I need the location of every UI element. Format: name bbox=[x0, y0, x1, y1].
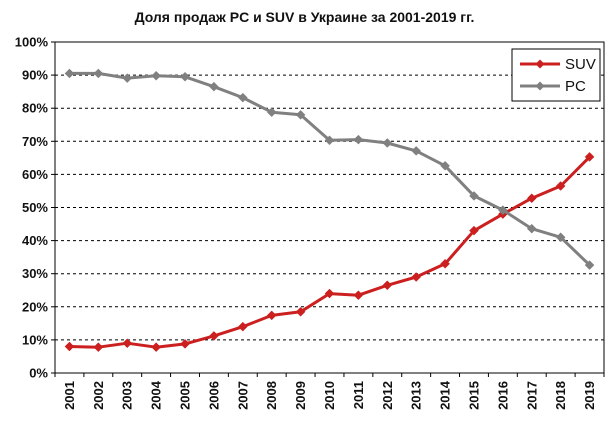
x-tick-label: 2004 bbox=[149, 380, 164, 410]
x-tick-label: 2011 bbox=[351, 381, 366, 409]
y-tick-label: 80% bbox=[22, 101, 48, 116]
x-tick-label: 2014 bbox=[438, 380, 453, 410]
data-point-suv bbox=[64, 341, 75, 352]
data-point-pc bbox=[122, 73, 133, 83]
y-tick-label: 90% bbox=[22, 68, 48, 83]
x-tick-label: 2015 bbox=[466, 381, 481, 410]
data-point-pc bbox=[382, 138, 393, 148]
data-point-suv bbox=[440, 258, 450, 269]
series-line-pc bbox=[69, 71, 591, 267]
x-tick-label: 2018 bbox=[553, 381, 568, 410]
data-point-pc bbox=[266, 107, 277, 118]
data-point-suv bbox=[555, 181, 566, 191]
data-point-suv bbox=[209, 331, 219, 341]
y-tick-label: 20% bbox=[22, 299, 48, 314]
x-tick-label: 2002 bbox=[91, 381, 106, 410]
data-point-suv bbox=[151, 342, 161, 353]
data-point-pc bbox=[180, 71, 190, 82]
legend-label-pc: PC bbox=[565, 78, 586, 95]
data-point-pc bbox=[93, 68, 104, 79]
data-point-suv bbox=[584, 152, 595, 162]
x-tick-label: 2013 bbox=[409, 381, 424, 410]
y-tick-label: 100% bbox=[15, 35, 49, 50]
data-point-pc bbox=[353, 134, 364, 145]
data-point-pc bbox=[324, 135, 335, 146]
legend-box bbox=[511, 48, 601, 102]
data-point-suv bbox=[469, 225, 479, 236]
data-point-pc bbox=[469, 191, 479, 201]
x-tick-label: 2005 bbox=[178, 381, 193, 410]
data-point-pc bbox=[151, 70, 161, 81]
x-tick-label: 2003 bbox=[120, 381, 135, 410]
data-point-pc bbox=[440, 160, 450, 171]
x-tick-label: 2010 bbox=[322, 381, 337, 410]
data-point-suv bbox=[93, 342, 104, 353]
x-tick-label: 2012 bbox=[380, 381, 395, 410]
y-tick-label: 60% bbox=[22, 167, 48, 182]
data-point-pc bbox=[584, 260, 595, 270]
data-point-suv bbox=[382, 280, 393, 291]
data-point-pc bbox=[526, 223, 537, 234]
legend-marker-pc bbox=[535, 81, 545, 91]
x-tick-label: 2009 bbox=[293, 381, 308, 410]
y-tick-label: 10% bbox=[22, 332, 48, 347]
y-tick-label: 70% bbox=[22, 134, 48, 149]
data-point-suv bbox=[295, 306, 306, 317]
data-point-suv bbox=[353, 290, 364, 301]
legend-marker-suv bbox=[535, 59, 545, 69]
x-tick-label: 2006 bbox=[206, 381, 221, 410]
x-tick-label: 2017 bbox=[524, 381, 539, 410]
x-tick-label: 2001 bbox=[62, 381, 77, 410]
y-tick-label: 30% bbox=[22, 266, 48, 281]
data-point-pc bbox=[209, 81, 219, 92]
data-point-suv bbox=[237, 321, 248, 332]
data-point-suv bbox=[266, 310, 277, 321]
data-point-pc bbox=[411, 146, 422, 156]
data-point-pc bbox=[237, 92, 248, 103]
y-tick-label: 50% bbox=[22, 200, 48, 215]
x-tick-label: 2007 bbox=[235, 381, 250, 410]
series-line-suv bbox=[69, 155, 591, 349]
data-point-suv bbox=[411, 272, 422, 282]
x-tick-label: 2019 bbox=[582, 381, 597, 410]
data-point-pc bbox=[555, 232, 566, 243]
legend-label-suv: SUV bbox=[565, 56, 596, 73]
y-tick-label: 40% bbox=[22, 233, 48, 248]
x-tick-label: 2016 bbox=[495, 381, 510, 410]
data-point-pc bbox=[64, 68, 75, 79]
data-point-suv bbox=[180, 339, 190, 349]
data-point-pc bbox=[498, 205, 508, 216]
y-tick-label: 0% bbox=[29, 366, 48, 381]
x-tick-label: 2008 bbox=[264, 381, 279, 410]
data-point-suv bbox=[526, 193, 537, 204]
data-point-pc bbox=[295, 109, 306, 120]
data-point-suv bbox=[122, 338, 133, 349]
chart-title: Доля продаж PC и SUV в Украине за 2001-2… bbox=[134, 9, 475, 25]
data-point-suv bbox=[324, 288, 335, 299]
